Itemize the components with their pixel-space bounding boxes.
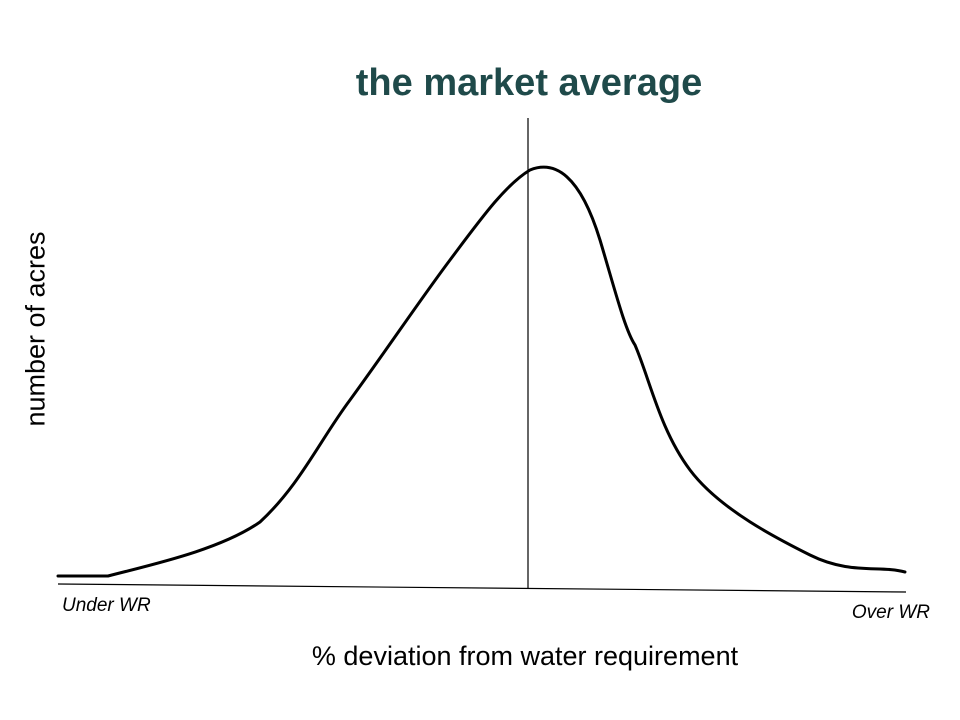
over-wr-label: Over WR xyxy=(851,602,930,623)
x-axis-label: % deviation from water requirement xyxy=(311,641,739,671)
under-wr-label: Under WR xyxy=(62,595,151,616)
diagram-title: the market average xyxy=(355,62,703,104)
baseline-axis xyxy=(57,583,907,593)
distribution-curve xyxy=(56,165,907,578)
